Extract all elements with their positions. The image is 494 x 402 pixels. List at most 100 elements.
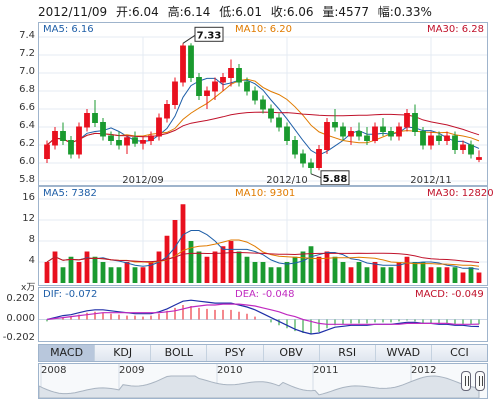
volume-bar: [284, 262, 290, 283]
price-candle: [68, 140, 74, 155]
timeline-navigator[interactable]: 2008 2009 2010 2011 2012: [38, 363, 488, 399]
timeline-year-label: 2008: [41, 365, 67, 376]
volume-bar: [100, 262, 106, 283]
volume-bar: [148, 262, 154, 283]
timeline-right-handle[interactable]: [475, 371, 485, 391]
price-candle: [172, 81, 178, 105]
macd-y-tick: 0.202: [6, 293, 35, 304]
price-candle: [76, 126, 82, 155]
volume-bar: [428, 267, 434, 283]
price-candle: [180, 45, 186, 83]
price-low-pointer: [310, 173, 322, 179]
price-candle: [404, 113, 410, 128]
price-candle: [116, 140, 122, 146]
price-high-annotation: 7.33: [197, 30, 222, 41]
price-y-tick: 5.8: [19, 174, 35, 185]
tab-boll[interactable]: BOLL: [151, 345, 208, 361]
price-candle: [100, 122, 106, 137]
volume-panel[interactable]: MA5: 7382 MA10: 9301 MA30: 12820: [38, 186, 494, 286]
volume-bar: [452, 267, 458, 283]
price-candle: [188, 45, 194, 78]
price-candle: [300, 153, 306, 164]
price-candle: [364, 135, 370, 141]
volume-bar: [108, 267, 114, 283]
volume-bar: [308, 246, 314, 283]
timeline-left-handle[interactable]: [461, 371, 471, 391]
volume-y-tick: 12: [22, 213, 35, 224]
volume-bar: [380, 267, 386, 283]
price-y-tick: 7.0: [19, 66, 35, 77]
tab-obv[interactable]: OBV: [264, 345, 320, 361]
price-candle: [340, 126, 346, 137]
price-candle: [276, 117, 282, 128]
volume-bar: [372, 262, 378, 283]
quote-volume: 量:4577: [322, 5, 369, 19]
price-candle: [44, 144, 50, 159]
price-candle: [428, 135, 434, 146]
volume-y-tick: 16: [22, 192, 35, 203]
price-y-tick: 6.2: [19, 138, 35, 149]
price-y-tick: 6.8: [19, 84, 35, 95]
volume-bar: [396, 262, 402, 283]
volume-bar: [316, 256, 322, 283]
volume-bar: [244, 256, 250, 283]
macd-dea-label: DEA: -0.048: [235, 289, 295, 300]
price-candle: [164, 104, 170, 119]
price-candle: [316, 149, 322, 168]
volume-y-tick: 8: [28, 234, 35, 245]
volume-y-tick: 4: [28, 255, 35, 266]
tab-rsi[interactable]: RSI: [320, 345, 376, 361]
price-candle: [356, 131, 362, 137]
volume-chart: [39, 198, 487, 283]
price-candle: [396, 126, 402, 137]
volume-bar: [276, 267, 282, 283]
price-candle: [460, 144, 466, 150]
price-candle: [444, 135, 450, 141]
timeline-year-label: 2010: [217, 365, 243, 376]
price-y-tick: 6.0: [19, 156, 35, 167]
volume-bar: [44, 262, 50, 283]
volume-bar: [196, 251, 202, 283]
price-candle: [108, 135, 114, 141]
price-candle: [52, 131, 58, 146]
macd-y-tick: 0.000: [6, 312, 35, 324]
price-candle: [292, 140, 298, 155]
macd-panel[interactable]: DIF: -0.072 DEA: -0.048 MACD: -0.049: [38, 287, 488, 342]
price-y-tick: 6.6: [19, 102, 35, 113]
timeline-year-label: 2011: [313, 365, 339, 376]
tab-psy[interactable]: PSY: [207, 345, 264, 361]
macd-dif-label: DIF: -0.072: [43, 289, 98, 300]
volume-ma30-label: MA30: 12820: [427, 188, 494, 199]
tab-wvad[interactable]: WVAD: [376, 345, 432, 361]
tab-cci[interactable]: CCI: [450, 346, 469, 359]
quote-line: 2012/11/09 开:6.04 高:6.14 低:6.01 收:6.06 量…: [38, 3, 488, 19]
price-candle: [220, 77, 226, 83]
volume-bar: [124, 262, 130, 283]
price-candle: [324, 122, 330, 150]
quote-date: 2012/11/09: [38, 5, 108, 19]
price-candle: [348, 131, 354, 137]
volume-bar: [356, 262, 362, 283]
price-candle: [84, 113, 90, 128]
volume-ma30-line: [46, 251, 480, 263]
timeline-overview-area: [39, 375, 480, 398]
volume-bar: [388, 267, 394, 283]
price-candle: [196, 77, 202, 96]
volume-bar: [292, 256, 298, 283]
volume-bar: [228, 241, 234, 283]
price-candle: [140, 140, 146, 144]
indicator-tabs: MACD KDJ BOLL PSY OBV RSI WVAD CCI: [38, 344, 488, 362]
macd-value-label: MACD: -0.049: [415, 289, 484, 300]
price-candle: [412, 113, 418, 132]
price-panel[interactable]: MA5: 6.16 MA10: 6.20 MA30: 6.28 2012/09 2…: [38, 22, 488, 186]
volume-bar: [140, 267, 146, 283]
price-candle: [468, 144, 474, 155]
volume-bar: [444, 267, 450, 283]
timeline-overview-chart: [39, 364, 480, 398]
tab-macd[interactable]: MACD: [39, 345, 96, 361]
tab-kdj[interactable]: KDJ: [95, 345, 152, 361]
volume-bar: [156, 251, 162, 283]
price-candle: [380, 126, 386, 132]
volume-bar: [412, 262, 418, 283]
volume-bar: [268, 267, 274, 283]
